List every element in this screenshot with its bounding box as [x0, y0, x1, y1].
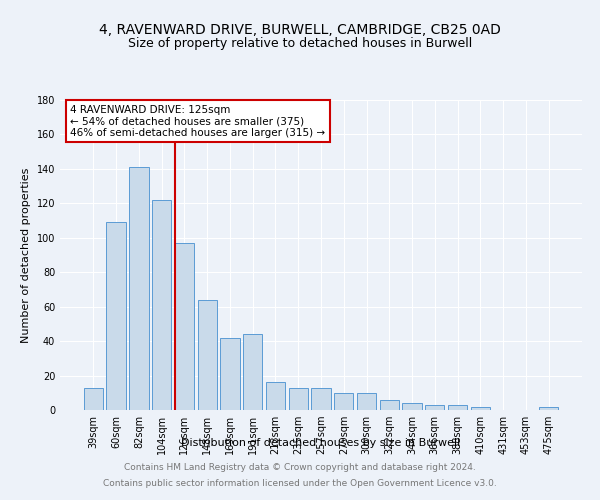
- Bar: [289, 388, 308, 410]
- Bar: [106, 222, 126, 410]
- Bar: [448, 405, 467, 410]
- Bar: [243, 334, 262, 410]
- Y-axis label: Number of detached properties: Number of detached properties: [21, 168, 31, 342]
- Bar: [220, 338, 239, 410]
- Text: 4 RAVENWARD DRIVE: 125sqm
← 54% of detached houses are smaller (375)
46% of semi: 4 RAVENWARD DRIVE: 125sqm ← 54% of detac…: [70, 104, 326, 138]
- Bar: [357, 393, 376, 410]
- Bar: [470, 406, 490, 410]
- Text: Size of property relative to detached houses in Burwell: Size of property relative to detached ho…: [128, 38, 472, 51]
- Bar: [84, 388, 103, 410]
- Text: Contains public sector information licensed under the Open Government Licence v3: Contains public sector information licen…: [103, 478, 497, 488]
- Bar: [152, 200, 172, 410]
- Text: 4, RAVENWARD DRIVE, BURWELL, CAMBRIDGE, CB25 0AD: 4, RAVENWARD DRIVE, BURWELL, CAMBRIDGE, …: [99, 22, 501, 36]
- Bar: [334, 393, 353, 410]
- Text: Contains HM Land Registry data © Crown copyright and database right 2024.: Contains HM Land Registry data © Crown c…: [124, 464, 476, 472]
- Text: Distribution of detached houses by size in Burwell: Distribution of detached houses by size …: [181, 438, 461, 448]
- Bar: [539, 406, 558, 410]
- Bar: [311, 388, 331, 410]
- Bar: [129, 167, 149, 410]
- Bar: [175, 243, 194, 410]
- Bar: [403, 403, 422, 410]
- Bar: [425, 405, 445, 410]
- Bar: [266, 382, 285, 410]
- Bar: [197, 300, 217, 410]
- Bar: [380, 400, 399, 410]
